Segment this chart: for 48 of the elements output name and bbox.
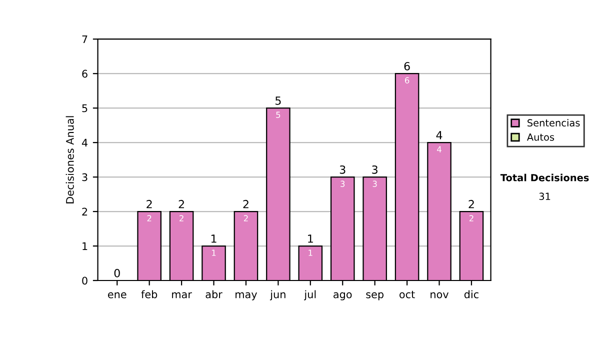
y-tick-label: 3 [82, 173, 88, 182]
data-label: 2 [244, 215, 248, 222]
x-tick-label: abr [206, 290, 222, 298]
x-tick-label: nov [430, 292, 449, 298]
data-label: 3 [372, 180, 377, 187]
legend-label: Autos [526, 134, 554, 141]
data-label: 5 [276, 112, 280, 118]
data-label: 1 [308, 250, 312, 256]
total-label: 2 [468, 200, 474, 208]
total-label: 4 [436, 131, 442, 140]
data-label: 2 [147, 215, 152, 222]
x-tick-label: oct [400, 290, 415, 298]
x-tick-label: sep [366, 292, 384, 300]
text: Total Decisiones [500, 174, 589, 182]
total-label: 5 [276, 96, 281, 105]
total-label: 3 [372, 165, 378, 174]
total-label: 2 [178, 200, 184, 208]
text: 31 [539, 192, 550, 200]
data-label: 6 [404, 77, 410, 84]
total-label: 2 [146, 200, 152, 208]
y-axis-title: Decisiones Anual [66, 116, 74, 204]
legend-label: Sentencias [528, 118, 580, 127]
x-tick-label: feb [141, 290, 158, 298]
data-label: 2 [469, 215, 474, 222]
y-tick-label: 1 [82, 242, 88, 250]
data-label: 3 [340, 180, 345, 187]
x-tick-label: dic [464, 290, 478, 298]
total-label: 1 [308, 234, 313, 243]
x-tick-label: jun [270, 290, 286, 300]
y-tick-label: 2 [82, 208, 88, 216]
x-tick-label: mar [172, 292, 192, 298]
data-label: 2 [180, 215, 184, 222]
x-tick-label: ene [108, 292, 126, 298]
y-tick-label: 5 [82, 104, 88, 112]
y-tick-label: 0 [82, 276, 88, 285]
data-label: 4 [437, 146, 442, 152]
x-tick-label: jul [304, 290, 316, 300]
y-tick-label: 6 [82, 70, 88, 78]
x-tick-label: ago [334, 292, 352, 300]
y-tick-label: 7 [82, 35, 88, 44]
total-label: 6 [404, 62, 410, 70]
total-label: 3 [340, 165, 346, 174]
x-tick-label: may [236, 292, 258, 300]
data-label: 1 [212, 250, 216, 256]
total-label: 1 [211, 234, 216, 243]
total-label: 0 [114, 268, 120, 278]
y-tick-label: 4 [82, 138, 88, 147]
total-label: 2 [243, 200, 248, 208]
